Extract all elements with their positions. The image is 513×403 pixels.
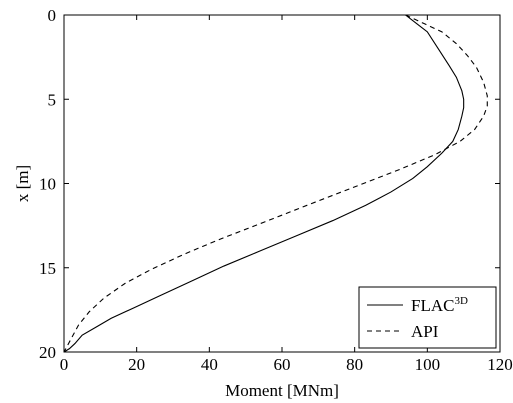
y-axis-label: x [m] (13, 165, 32, 202)
y-tick-label: 5 (48, 90, 57, 109)
legend-label: FLAC3D (411, 295, 468, 315)
series-line-api (63, 14, 488, 353)
legend-box (358, 286, 497, 349)
x-tick-label: 0 (60, 355, 69, 374)
x-tick-label: 80 (346, 355, 363, 374)
series-line-flac (63, 14, 465, 353)
y-tick-label: 15 (39, 259, 56, 278)
x-tick-label: 60 (274, 355, 291, 374)
x-axis-label: Moment [MNm] (225, 381, 339, 400)
y-tick-label: 10 (39, 175, 56, 194)
legend-label-superscript: 3D (454, 295, 468, 307)
y-tick-label: 20 (39, 343, 56, 362)
x-tick-label: 40 (201, 355, 218, 374)
legend-label: API (411, 322, 439, 341)
x-tick-label: 20 (128, 355, 145, 374)
x-tick-label: 100 (415, 355, 441, 374)
x-tick-label: 120 (487, 355, 513, 374)
y-tick-label: 0 (48, 6, 57, 25)
legend: FLAC3D API (358, 286, 497, 349)
